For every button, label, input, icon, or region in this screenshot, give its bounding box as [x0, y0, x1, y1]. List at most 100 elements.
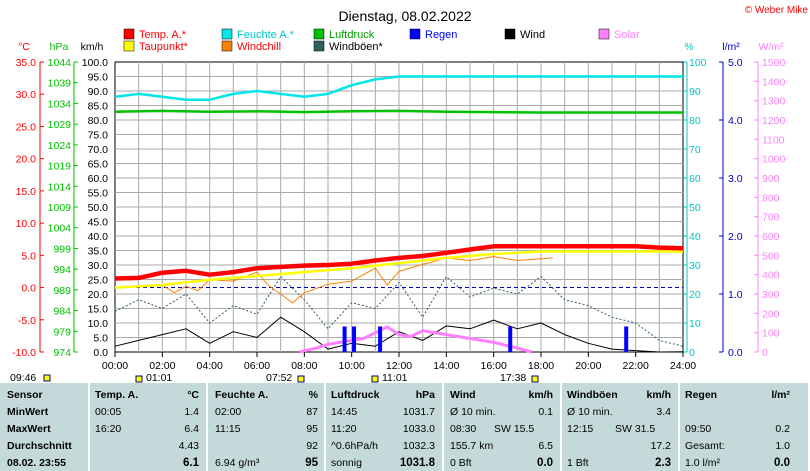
legend-swatch	[313, 28, 325, 40]
table-column	[326, 383, 444, 471]
time-tick: 20:00	[575, 360, 601, 372]
kmh-tick: 60.0	[88, 173, 109, 185]
temp-value: 6.4	[184, 423, 199, 435]
solar-tick: 800	[762, 192, 780, 204]
row-label: Sensor	[7, 389, 43, 401]
solar-tick: 900	[762, 173, 780, 185]
time-axis: 00:00 02:00 04:00 06:00 08:00 10:00 12:00 14:00…	[10, 352, 696, 383]
temp-value: 6.1	[183, 457, 199, 469]
gust-time: 1 Bft	[567, 457, 589, 469]
kmh-tick: 45.0	[88, 217, 109, 229]
legend: Temp. A.* Feuchte A.* Luftdruck Regen Wind So…	[123, 28, 640, 53]
time-tick: 16:00	[481, 360, 507, 372]
hpa-tick: 1014	[48, 181, 72, 193]
temp-tick: 35.0	[16, 57, 37, 69]
temp-unit: °C	[18, 41, 30, 53]
series-solar	[299, 325, 532, 354]
kmh-tick: 80.0	[88, 115, 109, 127]
gust-value: 2.3	[655, 457, 671, 469]
hpa-tick: 1019	[48, 161, 72, 173]
rain-tick: 5.0	[728, 57, 743, 69]
pressure-value: 1032.3	[402, 440, 435, 452]
solar-tick: 0	[762, 347, 768, 359]
sun-event-label: 01:01	[146, 372, 172, 383]
gust-value: 17.2	[650, 440, 671, 452]
kmh-tick: 15.0	[88, 304, 109, 316]
solar-tick: 400	[762, 270, 780, 282]
kmh-tick: 0.0	[93, 347, 108, 359]
solar-tick: 1200	[762, 115, 786, 127]
pressure-value: 1033.0	[402, 423, 435, 435]
temp-tick: 20.0	[16, 154, 37, 166]
wind-time: 0 Bft	[450, 457, 472, 469]
rain-label: Gesamt:	[685, 440, 725, 452]
pct-tick: 30	[689, 260, 701, 272]
hpa-tick: 984	[53, 306, 71, 318]
kmh-tick: 75.0	[88, 130, 109, 142]
sun-event-icon	[371, 375, 379, 383]
sun-event-icon	[43, 374, 51, 382]
solar-unit: W/m²	[758, 41, 784, 53]
rain-label: Regen	[685, 389, 718, 401]
wind-value: 0.1	[538, 406, 553, 418]
humidity-time: 6.94 g/m³	[215, 457, 260, 469]
temp-tick: 15.0	[16, 186, 37, 198]
table-column	[680, 383, 810, 471]
temp-value: 1.4	[184, 406, 199, 418]
legend-label: Wind	[520, 29, 545, 41]
pct-tick: 70	[689, 144, 701, 156]
series-luftdruck	[114, 109, 683, 114]
pressure-value: hPa	[415, 389, 435, 401]
table-column	[444, 383, 562, 471]
time-tick: 04:00	[197, 360, 223, 372]
wind-time: 155.7 km	[450, 440, 494, 452]
sun-event-icon	[297, 375, 305, 383]
series-windb-en-	[114, 276, 684, 347]
legend-swatch	[504, 28, 516, 40]
gust-value: km/h	[646, 389, 671, 401]
solar-tick: 1100	[762, 134, 785, 146]
wind-value: km/h	[528, 389, 553, 401]
rain-tick: 2.0	[728, 231, 743, 243]
hpa-tick: 979	[53, 326, 71, 338]
time-tick: 18:00	[528, 360, 554, 372]
sun-event-label: 09:46	[10, 372, 36, 383]
humidity-value: 95	[306, 423, 318, 435]
temp-tick: 0.0	[21, 283, 36, 295]
legend-label: Temp. A.*	[139, 29, 187, 41]
solar-tick: 100	[762, 328, 780, 340]
hpa-tick: 1024	[48, 140, 72, 152]
temp-tick: 25.0	[16, 121, 37, 133]
sun-event-label: 17:38	[500, 372, 526, 383]
wind-time: Ø 10 min.	[450, 406, 496, 418]
time-tick: 22:00	[623, 360, 649, 372]
kmh-unit: km/h	[81, 41, 104, 53]
hpa-tick: 1004	[48, 223, 72, 235]
hpa-tick: 1009	[48, 202, 72, 214]
table-column	[90, 383, 208, 471]
legend-label: Taupunkt*	[139, 41, 189, 53]
temp-tick: 10.0	[16, 218, 37, 230]
temp-value: °C	[187, 389, 199, 401]
pct-tick: 80	[689, 115, 701, 127]
sun-event-label: 11:01	[382, 372, 408, 383]
rain-tick: 0.0	[728, 347, 743, 359]
pct-tick: 60	[689, 173, 701, 185]
table-column	[208, 383, 326, 471]
pressure-value: 1031.8	[399, 457, 435, 469]
pct-tick: 20	[689, 289, 701, 301]
kmh-tick: 5.0	[93, 333, 108, 345]
rain-value: 0.2	[775, 423, 790, 435]
gust-dir: SW 31.5	[615, 423, 656, 435]
pct-tick: 100	[689, 57, 707, 69]
kmh-tick: 25.0	[88, 275, 109, 287]
wind-value: 0.0	[537, 457, 553, 469]
kmh-tick: 90.0	[88, 86, 109, 98]
time-tick: 14:00	[433, 360, 459, 372]
legend-swatch	[598, 28, 610, 40]
grid	[114, 61, 684, 353]
kmh-tick: 100.0	[82, 57, 108, 69]
solar-tick: 1000	[762, 154, 786, 166]
kmh-tick: 55.0	[88, 188, 109, 200]
legend-swatch	[313, 40, 325, 52]
